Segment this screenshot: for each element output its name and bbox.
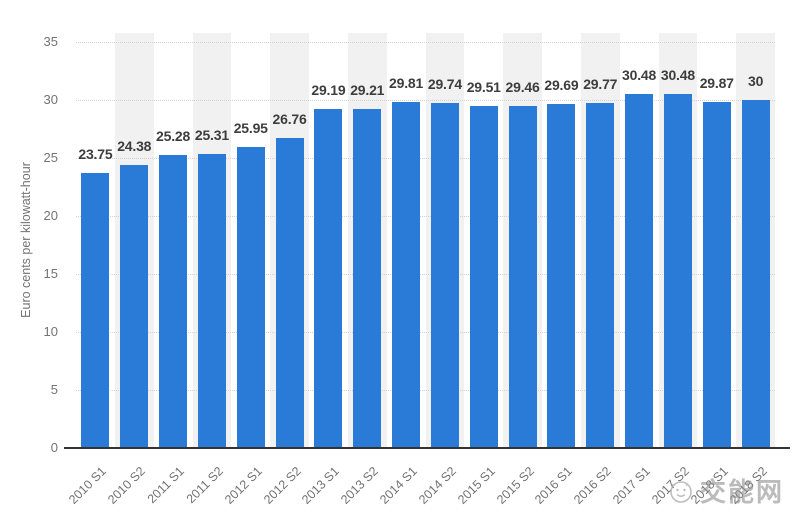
gridline-5 xyxy=(76,390,775,391)
bar-value-label: 24.38 xyxy=(117,138,152,155)
gridline-25 xyxy=(76,158,775,159)
bar-value-label: 25.28 xyxy=(156,127,191,144)
bar-value-label: 30.48 xyxy=(622,67,657,84)
gridline-10 xyxy=(76,332,775,333)
bar-2011-S1 xyxy=(159,154,188,448)
bar-2014-S2 xyxy=(430,103,459,448)
bar-2014-S1 xyxy=(392,102,421,448)
y-axis-tick-label: 25 xyxy=(43,150,58,165)
bar-2017-S2 xyxy=(663,94,692,448)
bar-value-label: 29.77 xyxy=(583,75,618,92)
y-axis-tick-label: 20 xyxy=(43,208,58,223)
bar-2010-S2 xyxy=(120,165,149,448)
bar-2016-S1 xyxy=(547,103,576,448)
bar-2013-S1 xyxy=(314,109,343,448)
bar-value-label: 23.75 xyxy=(78,145,113,162)
gridline-20 xyxy=(76,216,775,217)
bar-value-label: 25.31 xyxy=(194,127,229,144)
bar-2011-S2 xyxy=(197,154,226,448)
y-axis-title: Euro cents per kilowatt-hour xyxy=(19,162,33,318)
gridline-30 xyxy=(76,100,775,101)
bar-2015-S1 xyxy=(469,105,498,448)
y-axis-tick-label: 15 xyxy=(43,266,58,281)
gridline-15 xyxy=(76,274,775,275)
bar-2010-S1 xyxy=(81,172,110,448)
y-axis-tick-label: 35 xyxy=(43,34,58,49)
bar-value-label: 29.51 xyxy=(466,78,501,95)
bar-value-label: 29.21 xyxy=(350,82,385,99)
bar-value-label: 30 xyxy=(747,73,764,89)
y-axis-tick-label: 5 xyxy=(50,382,58,397)
y-axis-tick-label: 30 xyxy=(43,92,58,107)
bar-value-label: 29.46 xyxy=(505,79,540,96)
bar-value-label: 25.95 xyxy=(233,119,268,136)
smiley-face-icon xyxy=(670,480,692,503)
bar-value-label: 26.76 xyxy=(272,110,307,127)
bar-2015-S2 xyxy=(508,106,537,448)
bar-value-label: 29.81 xyxy=(389,75,424,92)
bar-2013-S2 xyxy=(353,109,382,448)
bar-value-label: 29.69 xyxy=(544,76,579,93)
bar-value-label: 29.74 xyxy=(427,76,462,93)
bar-2018-S2 xyxy=(741,100,770,448)
bar-2018-S1 xyxy=(702,101,731,448)
x-axis-line xyxy=(64,447,790,449)
bar-2012-S1 xyxy=(236,146,265,448)
bar-value-label: 29.19 xyxy=(311,82,346,99)
bar-value-label: 29.87 xyxy=(699,74,734,91)
bar-2012-S2 xyxy=(275,137,304,448)
watermark-text: 交能网 xyxy=(700,477,785,507)
y-axis-tick-label: 0 xyxy=(50,440,58,455)
gridline-35 xyxy=(76,42,775,43)
bar-2017-S1 xyxy=(625,94,654,448)
y-axis-tick-label: 10 xyxy=(43,324,58,339)
bar-2016-S2 xyxy=(586,102,615,448)
watermark: 交能网 xyxy=(668,472,784,509)
bar-value-label: 30.48 xyxy=(660,67,695,84)
